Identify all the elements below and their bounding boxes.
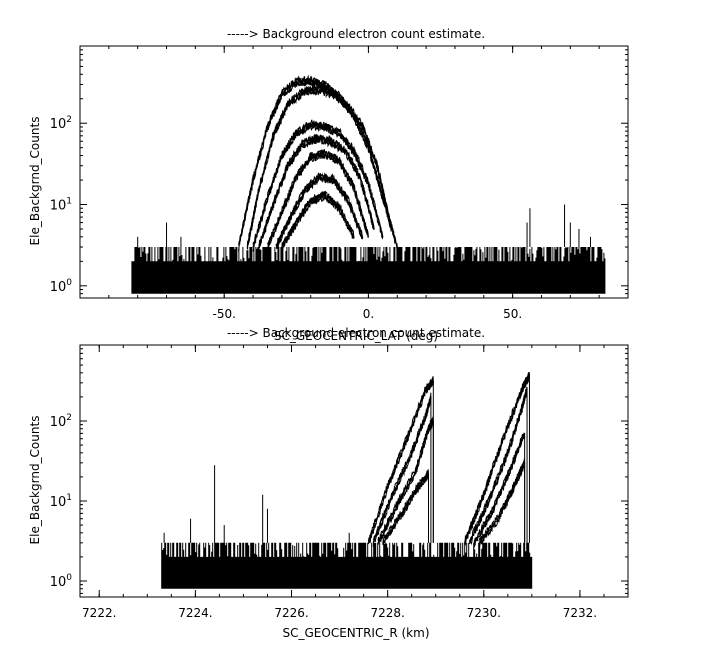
y-tick-label: 102 (50, 115, 72, 132)
y-axis-label: Ele_Backgrnd_Counts (28, 117, 42, 246)
y-tick-label: 101 (50, 197, 72, 214)
x-tick-label: 50. (503, 307, 522, 321)
plot-frame (79, 45, 629, 299)
x-tick-label: -50. (212, 307, 235, 321)
chart-panel-lat: -----> Background electron count estimat… (28, 27, 629, 343)
y-tick-label: 100 (50, 573, 73, 590)
series-line (258, 137, 375, 252)
series-line (246, 87, 392, 250)
series-line (372, 392, 432, 542)
axis-ticks: -50. 0. 50. 100 101 102 (50, 46, 629, 321)
y-tick-label: 100 (50, 278, 73, 295)
data-layer (131, 74, 606, 294)
y-tick-label: 102 (50, 413, 72, 430)
series-line (367, 380, 434, 545)
series-line (252, 124, 384, 252)
series-line (372, 396, 432, 547)
series-line (382, 473, 429, 546)
axis-ticks: 7222. 7224. 7226. 7228. 7230. 7232. 100 101 102 (50, 345, 629, 620)
x-tick-label: 7222. (82, 606, 116, 620)
series-line (275, 172, 364, 248)
series-line (377, 420, 434, 545)
series-line (275, 175, 364, 250)
data-layer (161, 372, 533, 589)
x-axis-label: SC_GEOCENTRIC_R (km) (283, 626, 430, 640)
x-tick-label: 0. (363, 307, 374, 321)
series-line (246, 84, 392, 247)
chart-title: -----> Background electron count estimat… (227, 326, 485, 340)
chart-panel-r: -----> Background electron count estimat… (28, 326, 629, 640)
series-line (367, 376, 434, 542)
series-line (238, 79, 398, 252)
noise-floor (161, 542, 533, 589)
series-line (464, 374, 530, 546)
chart-title: -----> Background electron count estimat… (227, 27, 485, 41)
x-tick-label: 7230. (467, 606, 501, 620)
x-tick-label: 7228. (370, 606, 404, 620)
series-line (473, 433, 526, 548)
noise-floor (131, 247, 606, 294)
series-line (246, 88, 392, 250)
series-line (478, 462, 526, 547)
series-line (238, 77, 398, 248)
series-line (281, 193, 355, 250)
series-line (267, 153, 369, 251)
x-axis-label: SC_GEOCENTRIC_LAT (deg) (274, 329, 438, 343)
series-line (267, 149, 369, 245)
x-tick-label: 7224. (178, 606, 212, 620)
series-line (473, 432, 525, 543)
y-axis-label: Ele_Backgrnd_Counts (28, 416, 42, 545)
series-line (252, 119, 384, 246)
x-tick-label: 7232. (563, 606, 597, 620)
series-line (468, 389, 528, 546)
y-tick-label: 101 (50, 493, 72, 510)
plot-frame (79, 344, 629, 598)
series-line (468, 386, 528, 542)
x-tick-label: 7226. (274, 606, 308, 620)
